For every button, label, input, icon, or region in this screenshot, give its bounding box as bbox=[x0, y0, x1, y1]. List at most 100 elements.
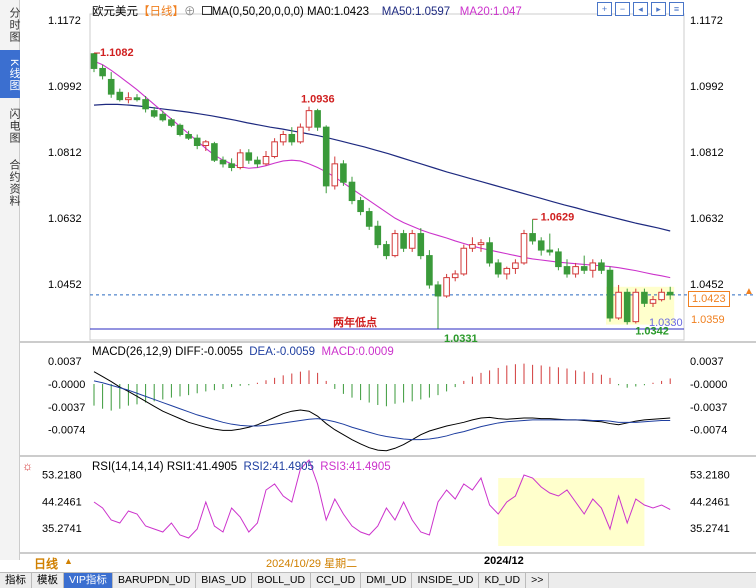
right-icon[interactable]: ▸ bbox=[651, 2, 666, 16]
candle-body bbox=[512, 262, 519, 269]
y-tick-right: 1.0992 bbox=[690, 81, 724, 93]
tab-kd[interactable]: KD_UD bbox=[479, 573, 527, 588]
price-tag-2: 1.0359 bbox=[691, 314, 725, 326]
high-label-3: 1.0629 bbox=[541, 211, 575, 223]
tab-flash[interactable]: 闪电图 bbox=[8, 108, 20, 144]
y-tick-left: 1.0992 bbox=[48, 81, 82, 93]
date-bar: 日线 ▲ 2024/10/29 星期二 2024/12 bbox=[20, 554, 756, 571]
more-tabs-button[interactable]: >> bbox=[526, 573, 550, 588]
rsi-title: RSI(14,14,14) bbox=[92, 461, 164, 473]
candle-body bbox=[572, 266, 579, 275]
candle-body bbox=[563, 266, 571, 275]
tab-contract-info[interactable]: 合约资料 bbox=[8, 159, 20, 207]
candle-body bbox=[193, 137, 201, 147]
rsi2-value: RSI2:41.4905 bbox=[243, 461, 314, 473]
candle-body bbox=[365, 211, 373, 227]
tab-template[interactable]: 模板 bbox=[32, 573, 64, 588]
left-icon[interactable]: ◂ bbox=[633, 2, 648, 16]
add-icon[interactable]: ⊕ bbox=[184, 6, 196, 18]
rsi-tick-left: 44.2461 bbox=[42, 496, 82, 508]
expand-arrow-icon[interactable]: ▲ bbox=[64, 556, 73, 566]
chart-type-icon[interactable] bbox=[201, 6, 212, 15]
candle-body bbox=[486, 242, 493, 264]
period-indicator[interactable]: 日线 bbox=[34, 557, 59, 571]
candle-body bbox=[460, 247, 468, 275]
tab-bias[interactable]: BIAS_UD bbox=[196, 573, 253, 588]
candle-body bbox=[589, 262, 597, 271]
candle-body bbox=[245, 152, 253, 161]
candle-body bbox=[641, 291, 648, 304]
rsi1-value: RSI1:41.4905 bbox=[166, 461, 238, 473]
current-price-tag: 1.0423 bbox=[688, 291, 730, 307]
macd-header: MACD(26,12,9) DIFF:-0.0055 DEA:-0.0059 M… bbox=[92, 346, 394, 358]
y-tick-left: 1.1172 bbox=[48, 15, 81, 27]
macd-tick-left: 0.0037 bbox=[48, 356, 82, 368]
candle-body bbox=[314, 110, 321, 128]
candle-body bbox=[107, 78, 115, 95]
tab-inside[interactable]: INSIDE_UD bbox=[412, 573, 480, 588]
candle-body bbox=[125, 97, 132, 101]
candle-body bbox=[288, 133, 296, 143]
ma-params: MA(0,50,20,0,0,0) bbox=[211, 6, 304, 18]
indicator-tabs: 指标 模板 VIP指标 BARUPDN_UD BIAS_UD BOLL_UD C… bbox=[0, 572, 756, 588]
config-icon[interactable]: ≡ bbox=[669, 2, 684, 16]
sidebar: 分时图 K线图 闪电图 合约资料 bbox=[0, 0, 20, 560]
sun-icon: ☼ bbox=[22, 459, 33, 473]
candle-body bbox=[90, 53, 98, 69]
dea-line bbox=[93, 380, 671, 441]
zoom-out-icon[interactable]: − bbox=[615, 2, 630, 16]
candle-body bbox=[408, 233, 416, 249]
zoom-in-icon[interactable]: + bbox=[597, 2, 612, 16]
tab-vip-indicator[interactable]: VIP指标 bbox=[64, 573, 113, 588]
tab-barupdn[interactable]: BARUPDN_UD bbox=[113, 573, 197, 588]
ma20-line bbox=[93, 60, 671, 279]
y-tick-right: 1.0452 bbox=[690, 279, 724, 291]
candle-body bbox=[340, 163, 347, 183]
support-line-label: 1.0330 bbox=[649, 317, 683, 329]
y-tick-right: 1.0632 bbox=[690, 213, 724, 225]
candle-body bbox=[159, 113, 167, 121]
main-header: 欧元美元【日线】⊕ MA(0,50,20,0,0,0) MA0:1.0423 M… bbox=[92, 3, 522, 19]
candle-body bbox=[443, 277, 450, 297]
candle-body bbox=[374, 225, 382, 246]
rsi-tick-right: 44.2461 bbox=[690, 496, 730, 508]
ma20-value: MA20:1.047 bbox=[459, 6, 522, 18]
macd-title: MACD(26,12,9) bbox=[92, 346, 172, 358]
candle-body bbox=[529, 233, 536, 242]
candle-body bbox=[168, 119, 175, 126]
candle-body bbox=[649, 299, 657, 304]
period-label[interactable]: 【日线】 bbox=[138, 6, 184, 18]
high-label-2: 1.0936 bbox=[301, 94, 335, 106]
tab-kline[interactable]: K线图 bbox=[0, 50, 20, 98]
y-tick-left: 1.0452 bbox=[48, 279, 82, 291]
candle-body bbox=[383, 244, 390, 257]
rsi-line bbox=[93, 459, 671, 539]
tab-timeshare[interactable]: 分时图 bbox=[8, 7, 20, 43]
tab-cci[interactable]: CCI_UD bbox=[311, 573, 362, 588]
tab-indicator[interactable]: 指标 bbox=[0, 573, 32, 588]
macd-tick-right: 0.0037 bbox=[690, 356, 724, 368]
candle-body bbox=[503, 267, 511, 275]
candle-body bbox=[546, 249, 554, 253]
tab-boll[interactable]: BOLL_UD bbox=[252, 573, 312, 588]
macd-tick-left: -0.0037 bbox=[48, 402, 85, 414]
tab-dmi[interactable]: DMI_UD bbox=[361, 573, 413, 588]
macd-dea: DEA:-0.0059 bbox=[249, 346, 316, 358]
main-pane-frame bbox=[89, 13, 685, 341]
candle-body bbox=[133, 97, 141, 101]
ma50-value: MA50:1.0597 bbox=[381, 6, 451, 18]
candle-body bbox=[520, 233, 528, 264]
rsi-tick-left: 53.2180 bbox=[42, 469, 82, 481]
y-tick-left: 1.0812 bbox=[48, 147, 82, 159]
candle-body bbox=[142, 99, 149, 110]
candle-body bbox=[176, 124, 184, 135]
candle-body bbox=[537, 240, 545, 251]
high-label-1: 1.1082 bbox=[100, 47, 134, 59]
ma0-value: MA0:1.0423 bbox=[306, 6, 369, 18]
candle-body bbox=[417, 233, 425, 257]
candle-body bbox=[331, 163, 339, 187]
candle-body bbox=[348, 181, 356, 202]
rsi-tick-right: 35.2741 bbox=[690, 523, 730, 535]
rsi-tick-right: 53.2180 bbox=[690, 469, 730, 481]
candle-body bbox=[254, 159, 261, 165]
